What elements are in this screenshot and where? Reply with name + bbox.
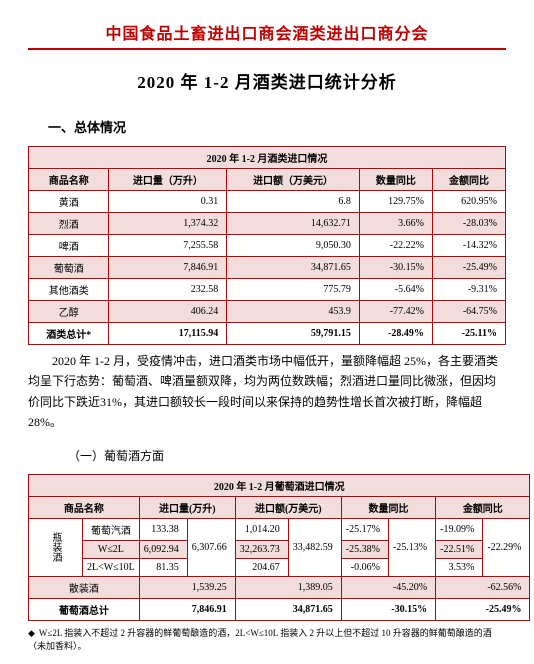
t2-r0-apct: -19.09% bbox=[436, 518, 483, 540]
t2-r1-apct: -22.51% bbox=[436, 540, 483, 558]
header-divider bbox=[28, 48, 506, 50]
t2-r2-name: 2L<W≤10L bbox=[83, 558, 140, 576]
t2-r0-qty: 133.38 bbox=[139, 518, 187, 540]
t1-cell-val: -64.75% bbox=[432, 301, 505, 323]
t1-col-amt: 进口额（万美元） bbox=[227, 169, 360, 191]
t2-r1-name: W≤2L bbox=[83, 540, 140, 558]
t1-cell-val: 59,791.15 bbox=[227, 323, 360, 345]
t2-total-amt: 34,871.65 bbox=[235, 598, 341, 620]
t2-total-apct: -25.49% bbox=[436, 598, 530, 620]
t2-total-qty: 7,846.91 bbox=[139, 598, 235, 620]
t1-cell-val: 1,374.32 bbox=[109, 213, 227, 235]
t2-san-qpct: -45.20% bbox=[341, 576, 435, 598]
bullet-icon: ◆ bbox=[28, 628, 35, 638]
t1-cell-val: -25.49% bbox=[432, 257, 505, 279]
t1-col-name: 商品名称 bbox=[29, 169, 109, 191]
t1-cell-val: 453.9 bbox=[227, 301, 360, 323]
t1-cell-val: 14,632.71 bbox=[227, 213, 360, 235]
table2-caption: 2020 年 1-2 月葡萄酒进口情况 bbox=[28, 474, 530, 496]
t2-sum-amt: 33,482.59 bbox=[288, 518, 341, 576]
t1-col-qpct: 数量同比 bbox=[359, 169, 432, 191]
t1-col-qty: 进口量（万升） bbox=[109, 169, 227, 191]
t1-cell-name: 酒类总计* bbox=[29, 323, 109, 345]
t1-cell-val: -30.15% bbox=[359, 257, 432, 279]
footnote-text: W≤2L 指装入不超过 2 升容器的鲜葡萄酿造的酒，2L<W≤10L 指装入 2… bbox=[28, 628, 492, 652]
footnote: ◆W≤2L 指装入不超过 2 升容器的鲜葡萄酿造的酒，2L<W≤10L 指装入 … bbox=[28, 627, 506, 654]
t1-cell-val: 6.8 bbox=[227, 191, 360, 213]
t2-r2-qty: 81.35 bbox=[139, 558, 187, 576]
t2-col-qty: 进口量(万升) bbox=[139, 496, 235, 518]
t1-cell-val: -5.64% bbox=[359, 279, 432, 301]
t2-total-qpct: -30.15% bbox=[341, 598, 435, 620]
t2-san-amt: 1,389.05 bbox=[235, 576, 341, 598]
t2-col-amt: 进口额(万美元) bbox=[235, 496, 341, 518]
t2-col-qpct: 数量同比 bbox=[341, 496, 435, 518]
section-1-title: 一、总体情况 bbox=[48, 117, 506, 136]
t1-cell-val: 3.66% bbox=[359, 213, 432, 235]
t2-r1-qty: 6,092.94 bbox=[139, 540, 187, 558]
t2-sum-apct: -22.29% bbox=[483, 518, 530, 576]
page-title: 2020 年 1-2 月酒类进口统计分析 bbox=[28, 68, 506, 93]
t1-cell-val: 0.31 bbox=[109, 191, 227, 213]
t1-cell-name: 黄酒 bbox=[29, 191, 109, 213]
table1-caption: 2020 年 1-2 月酒类进口情况 bbox=[28, 146, 506, 168]
t1-cell-val: 620.95% bbox=[432, 191, 505, 213]
t2-r1-amt: 32,263.73 bbox=[235, 540, 288, 558]
t1-cell-val: -28.49% bbox=[359, 323, 432, 345]
table-wine-import: 2020 年 1-2 月葡萄酒进口情况 商品名称 进口量(万升) 进口额(万美元… bbox=[28, 474, 530, 621]
org-header: 中国食品土畜进出口商会酒类进出口商分会 bbox=[28, 20, 506, 44]
paragraph-summary: 2020 年 1-2 月，受疫情冲击，进口酒类市场中幅低开，量额降幅超 25%，… bbox=[28, 351, 506, 433]
table-alcohol-import: 2020 年 1-2 月酒类进口情况 商品名称 进口量（万升） 进口额（万美元）… bbox=[28, 146, 506, 345]
t1-cell-val: 775.79 bbox=[227, 279, 360, 301]
t1-cell-val: 7,255.58 bbox=[109, 235, 227, 257]
subsection-wine: （一）葡萄酒方面 bbox=[68, 447, 506, 464]
t1-cell-name: 啤酒 bbox=[29, 235, 109, 257]
t1-cell-val: -22.22% bbox=[359, 235, 432, 257]
t1-cell-val: 9,050.30 bbox=[227, 235, 360, 257]
t1-cell-val: -77.42% bbox=[359, 301, 432, 323]
t2-col-name: 商品名称 bbox=[29, 496, 140, 518]
t1-cell-val: 232.58 bbox=[109, 279, 227, 301]
t2-san-qty: 1,539.25 bbox=[139, 576, 235, 598]
t2-san-apct: -62.56% bbox=[436, 576, 530, 598]
t1-cell-val: 129.75% bbox=[359, 191, 432, 213]
t2-san-name: 散装酒 bbox=[29, 576, 140, 598]
t1-cell-val: 7,846.91 bbox=[109, 257, 227, 279]
t2-r2-qpct: -0.06% bbox=[341, 558, 388, 576]
t1-cell-val: 34,871.65 bbox=[227, 257, 360, 279]
t1-cell-name: 乙醇 bbox=[29, 301, 109, 323]
t1-cell-name: 其他酒类 bbox=[29, 279, 109, 301]
t2-r1-qpct: -25.38% bbox=[341, 540, 388, 558]
t2-r2-amt: 204.67 bbox=[235, 558, 288, 576]
t1-cell-val: 406.24 bbox=[109, 301, 227, 323]
t2-total-name: 葡萄酒总计 bbox=[29, 598, 140, 620]
t1-col-apct: 金额同比 bbox=[432, 169, 505, 191]
t2-group-bottled: 瓶装酒 bbox=[29, 518, 83, 576]
t1-cell-name: 葡萄酒 bbox=[29, 257, 109, 279]
t2-r0-qpct: -25.17% bbox=[341, 518, 388, 540]
t1-cell-val: 17,115.94 bbox=[109, 323, 227, 345]
t2-r0-amt: 1,014.20 bbox=[235, 518, 288, 540]
t2-r2-apct: 3.53% bbox=[436, 558, 483, 576]
t1-cell-val: -25.11% bbox=[432, 323, 505, 345]
t2-sum-qpct: -25.13% bbox=[388, 518, 435, 576]
t2-r0-name: 葡萄汽酒 bbox=[83, 518, 140, 540]
t2-col-apct: 金额同比 bbox=[436, 496, 530, 518]
t1-cell-val: -9.31% bbox=[432, 279, 505, 301]
t2-sum-qty: 6,307.66 bbox=[187, 518, 235, 576]
t1-cell-name: 烈酒 bbox=[29, 213, 109, 235]
t1-cell-val: -28.03% bbox=[432, 213, 505, 235]
t1-cell-val: -14.32% bbox=[432, 235, 505, 257]
